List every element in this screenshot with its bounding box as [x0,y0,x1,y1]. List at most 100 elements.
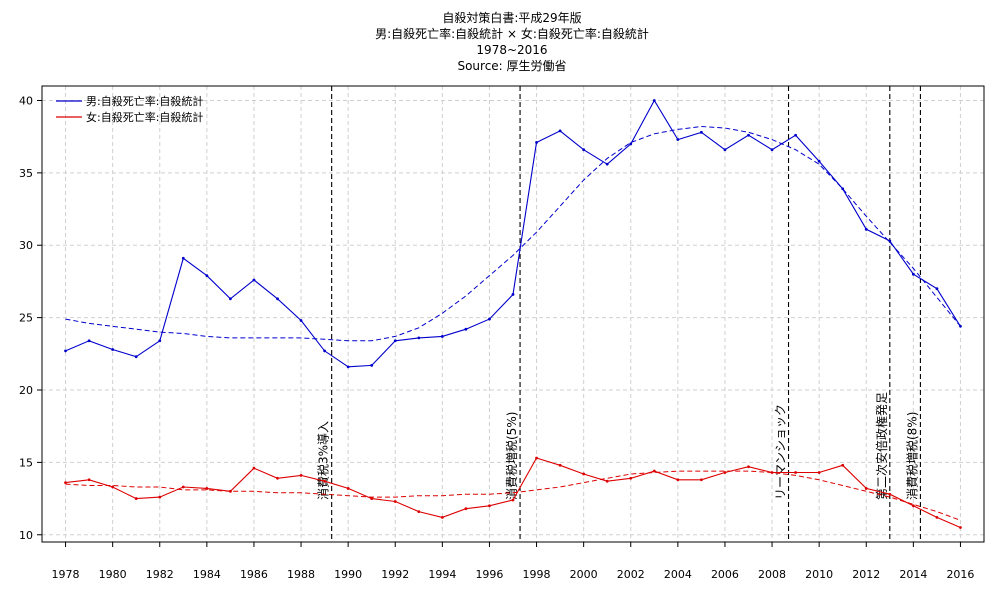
x-tick-label: 2008 [758,568,786,581]
data-point-male [87,339,91,343]
data-point-male [252,278,256,282]
data-point-male [959,324,962,328]
data-point-female [87,478,91,482]
data-point-female [888,492,892,496]
data-point-male [911,272,915,276]
data-point-female [229,489,232,493]
x-tick-label: 1980 [99,568,127,581]
annotation-label: 消費税3%導入 [316,421,331,500]
annotation-label: 第二次安倍政権発足 [874,392,889,500]
data-point-female [747,465,750,469]
data-point-male [393,339,397,343]
x-tick-label: 1994 [428,568,456,581]
data-point-male [535,141,538,144]
y-tick-label: 40 [19,94,33,107]
data-point-female [464,507,468,511]
data-point-female [700,478,703,482]
data-point-female [723,471,727,474]
series-line-male [65,99,961,368]
data-point-male [935,287,939,291]
data-point-female [299,474,303,477]
data-point-male [723,148,727,152]
data-point-female [652,469,656,473]
data-point-male [747,133,750,137]
title-line-3: 1978~2016 [476,43,547,57]
data-point-female [346,487,350,490]
data-point-female [64,481,67,485]
x-tick-label: 2006 [711,568,739,581]
data-point-female [252,466,256,470]
data-point-female [959,526,962,529]
data-point-male [158,339,162,343]
x-tick-label: 2000 [570,568,598,581]
data-point-male [440,335,444,338]
data-point-female [676,478,680,482]
y-tick-label: 20 [19,384,33,397]
trend-line-female [65,470,961,521]
data-point-female [864,487,868,490]
x-tick-label: 1990 [334,568,362,581]
x-tick-label: 2014 [899,568,927,581]
x-tick-label: 2010 [805,568,833,581]
data-point-male [181,256,185,260]
data-point-male [299,319,303,322]
data-point-male [794,133,797,137]
trend-line-male [65,125,961,342]
data-point-male [864,227,868,231]
x-tick-label: 1996 [475,568,503,581]
data-point-female [393,500,397,503]
y-tick-label: 30 [19,239,33,252]
chart-title: 自殺対策白書:平成29年版 男:自殺死亡率:自殺統計 × 女:自殺死亡率:自殺統… [375,10,649,73]
annotations: 消費税3%導入 消費税増税(5%) リーマンショック 第二次安倍政権発足 消費税増税(8… [316,86,921,542]
grid [42,86,984,542]
x-tick-label: 2004 [664,568,692,581]
axes: 1978 1980 1982 1984 1986 1988 1990 1992 1994 1996… [19,94,974,581]
data-point-female [770,471,774,474]
data-point-female [134,497,138,500]
data-point-female [794,471,797,474]
data-point-male [323,349,326,353]
legend: 男:自殺死亡率:自殺統計 女:自殺死亡率:自殺統計 [56,94,203,124]
x-tick-label: 1988 [287,568,315,581]
title-line-2: 男:自殺死亡率:自殺統計 × 女:自殺死亡率:自殺統計 [375,26,649,41]
data-point-female [417,510,421,513]
annotation-label: 消費税増税(5%) [504,412,519,500]
y-tick-label: 10 [19,529,33,542]
data-point-female [535,456,538,460]
data-point-female [111,485,115,489]
plot-frame [41,85,985,543]
data-point-female [935,515,939,519]
x-tick-label: 2016 [946,568,974,581]
x-tick-label: 1978 [52,568,80,581]
data-point-female [488,504,491,508]
data-point-female [605,479,609,483]
data-point-female [511,498,515,502]
x-tick-label: 2012 [852,568,880,581]
data-point-male [229,297,232,301]
y-tick-label: 25 [19,312,33,325]
data-point-male [346,365,350,369]
legend-label-male: 男:自殺死亡率:自殺統計 [86,94,203,108]
x-tick-label: 1992 [381,568,409,581]
data-point-male [841,187,845,191]
data-point-female [558,463,562,467]
data-point-male [629,142,633,146]
x-tick-label: 1984 [193,568,221,581]
x-tick-label: 1982 [146,568,174,581]
data-point-female [817,471,821,474]
data-point-male [417,336,421,340]
data-point-male [676,138,680,141]
data-point-male [64,349,67,353]
data-point-male [770,148,774,152]
data-point-male [370,363,374,367]
annotation-label: リーマンショック [774,404,788,500]
data-point-male [276,297,279,301]
data-point-male [134,355,138,359]
data-point-male [700,130,703,134]
legend-label-female: 女:自殺死亡率:自殺統計 [86,110,203,124]
y-tick-label: 35 [19,167,33,180]
data-point-female [323,479,326,483]
data-point-female [276,476,279,480]
data-point-male [111,348,115,351]
